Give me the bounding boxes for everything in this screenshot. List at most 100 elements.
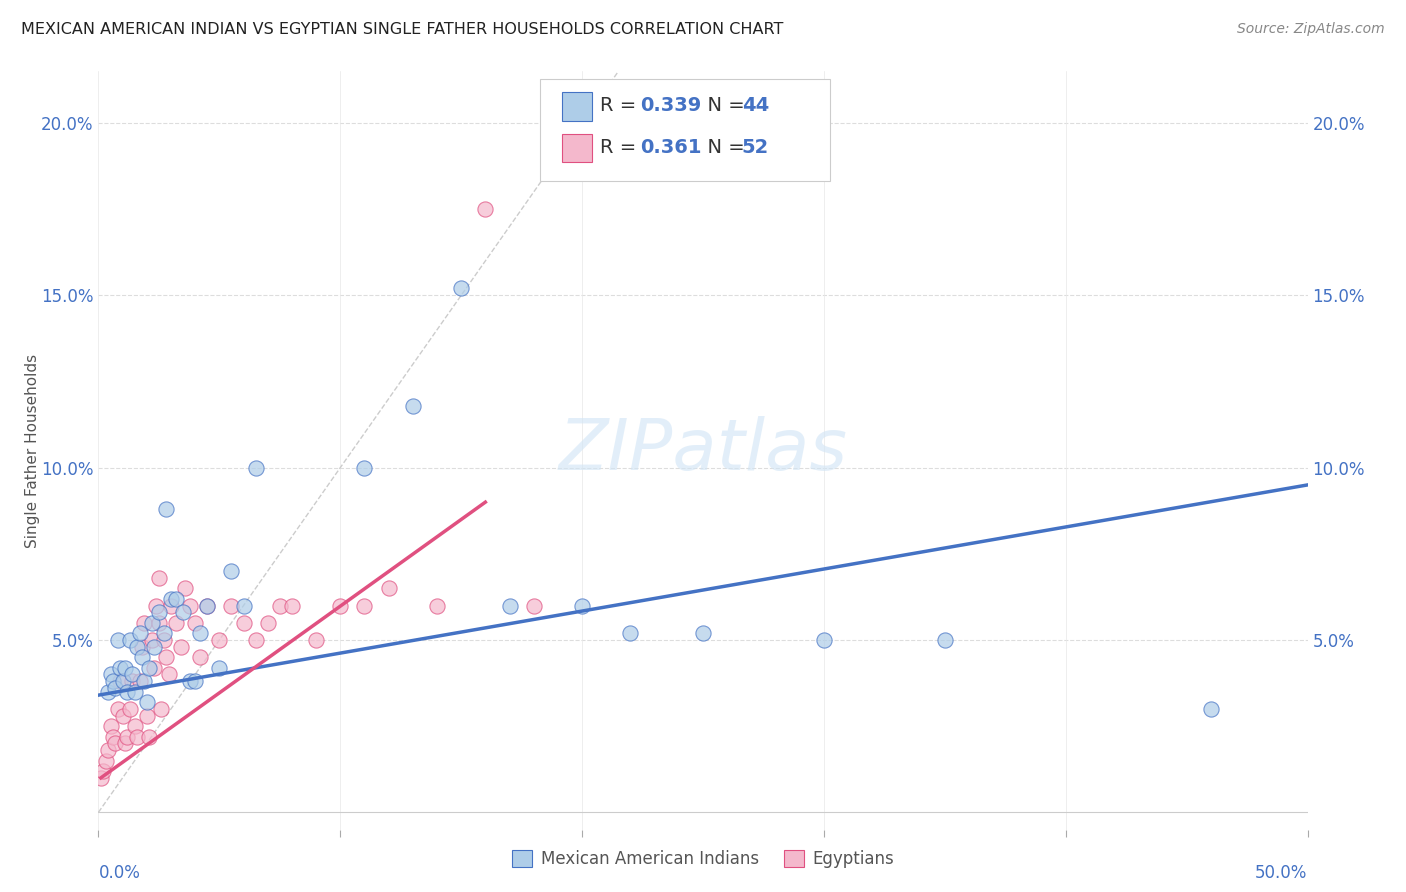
Text: 52: 52 <box>742 137 769 157</box>
Point <box>114 736 136 750</box>
Point <box>813 633 835 648</box>
Point <box>141 615 163 630</box>
Point <box>172 606 194 620</box>
Point <box>619 626 641 640</box>
Point <box>353 599 375 613</box>
Point <box>128 674 150 689</box>
Point <box>269 599 291 613</box>
Point <box>188 650 211 665</box>
Point <box>124 684 146 698</box>
Point <box>1199 702 1222 716</box>
Y-axis label: Single Father Households: Single Father Households <box>25 353 41 548</box>
Point <box>329 599 352 613</box>
Text: ZIPatlas: ZIPatlas <box>558 416 848 485</box>
Point <box>127 640 149 654</box>
Point <box>179 599 201 613</box>
Point <box>90 771 112 785</box>
Legend: Mexican American Indians, Egyptians: Mexican American Indians, Egyptians <box>506 843 900 875</box>
Point <box>692 626 714 640</box>
Point <box>155 502 177 516</box>
Point <box>523 599 546 613</box>
Point <box>498 599 520 613</box>
Point <box>152 626 174 640</box>
Text: 0.0%: 0.0% <box>98 864 141 882</box>
Text: N =: N = <box>695 137 751 157</box>
Point <box>934 633 956 648</box>
Point <box>221 564 243 578</box>
Point <box>208 633 231 648</box>
Point <box>107 702 129 716</box>
Point <box>179 674 201 689</box>
Point <box>208 660 231 674</box>
Point <box>195 599 218 613</box>
Point <box>353 460 375 475</box>
Point <box>160 599 183 613</box>
Point <box>165 591 187 606</box>
Point <box>127 730 149 744</box>
Point <box>134 615 156 630</box>
Point <box>138 730 160 744</box>
Point <box>101 730 124 744</box>
Point <box>143 640 166 654</box>
Point <box>131 640 153 654</box>
Text: 0.339: 0.339 <box>640 96 702 115</box>
Point <box>118 702 141 716</box>
Text: MEXICAN AMERICAN INDIAN VS EGYPTIAN SINGLE FATHER HOUSEHOLDS CORRELATION CHART: MEXICAN AMERICAN INDIAN VS EGYPTIAN SING… <box>21 22 783 37</box>
Bar <box>561 92 592 120</box>
Point <box>426 599 449 613</box>
Point <box>232 599 254 613</box>
Point <box>474 202 496 217</box>
Point <box>101 674 124 689</box>
Point <box>100 719 122 733</box>
Point <box>117 684 139 698</box>
Point <box>131 650 153 665</box>
FancyBboxPatch shape <box>540 79 830 181</box>
Point <box>402 399 425 413</box>
Point <box>111 674 134 689</box>
Point <box>100 667 122 681</box>
Point <box>108 660 131 674</box>
Text: 50.0%: 50.0% <box>1256 864 1308 882</box>
Point <box>97 684 120 698</box>
Point <box>111 708 134 723</box>
Point <box>160 591 183 606</box>
Text: 44: 44 <box>742 96 769 115</box>
Point <box>188 626 211 640</box>
Point <box>117 730 139 744</box>
Point <box>118 633 141 648</box>
Point <box>152 633 174 648</box>
Point <box>281 599 304 613</box>
Point <box>145 599 167 613</box>
Text: R =: R = <box>600 137 643 157</box>
Point <box>450 281 472 295</box>
Point <box>97 743 120 757</box>
Point <box>128 626 150 640</box>
Point <box>571 599 593 613</box>
Point <box>121 667 143 681</box>
Point <box>157 667 180 681</box>
Point <box>148 606 170 620</box>
Bar <box>561 134 592 162</box>
Point <box>256 615 278 630</box>
Point <box>169 640 191 654</box>
Point <box>121 674 143 689</box>
Point <box>245 460 267 475</box>
Point <box>195 599 218 613</box>
Point <box>221 599 243 613</box>
Point <box>155 650 177 665</box>
Text: Source: ZipAtlas.com: Source: ZipAtlas.com <box>1237 22 1385 37</box>
Text: 0.361: 0.361 <box>640 137 702 157</box>
Point <box>148 571 170 585</box>
Point <box>135 708 157 723</box>
Point <box>124 719 146 733</box>
Point <box>107 633 129 648</box>
Point <box>184 674 207 689</box>
Point <box>150 702 173 716</box>
Point <box>135 695 157 709</box>
Point <box>94 754 117 768</box>
Point <box>114 660 136 674</box>
Point <box>377 582 399 596</box>
Point <box>148 615 170 630</box>
Point <box>141 633 163 648</box>
Point <box>174 582 197 596</box>
